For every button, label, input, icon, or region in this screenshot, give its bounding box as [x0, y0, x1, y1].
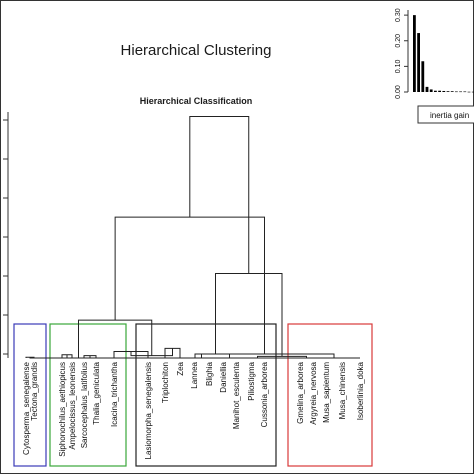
leaf-label: Tectona_grandis: [30, 362, 39, 421]
leaf-label: Sarcocephalus_latifolius: [80, 362, 89, 448]
cluster-box: [13, 323, 47, 467]
inset-bar: [429, 89, 433, 92]
left-axis-ticks: [3, 119, 8, 355]
cluster-box: [287, 323, 373, 467]
inset-bar: [442, 90, 446, 92]
leaf-label: Isoberlinia_doka: [356, 361, 365, 420]
leaf-label: Gmelina_arborea: [296, 361, 305, 423]
inset-bar: [434, 90, 437, 92]
leaf-label: Musa_sapientum: [322, 362, 331, 423]
inset-bar: [459, 91, 462, 93]
inset-bar: [450, 91, 454, 92]
chart-subtitle: Hierarchical Classification: [140, 96, 253, 106]
inset-tick-label: 0.30: [395, 8, 402, 22]
inset-bar: [463, 91, 467, 93]
leaf-label: Thalia_geniculata: [92, 361, 101, 424]
leaf-labels: Cytosperma_senegalense Tectona_grandis Sip…: [22, 361, 365, 459]
inset-bar: [425, 86, 429, 92]
inset-tick-label: 0.00: [395, 85, 402, 99]
leaf-label: Cussonia_arborea: [260, 361, 269, 427]
inset-bar: [438, 90, 441, 92]
inset-tick-label: 0.20: [395, 34, 402, 48]
inset-tick-label: 0.10: [395, 59, 402, 73]
cluster-box: [135, 323, 277, 467]
inset-bar: [417, 33, 420, 92]
leaf-label: Blighia: [205, 361, 214, 386]
leaf-label: Zea: [176, 361, 185, 375]
leaf-label: Lannea: [190, 361, 199, 388]
inset-legend-box: [417, 105, 474, 124]
inset-chart: 0.00 0.10 0.20 0.30 inertia gain: [395, 8, 474, 124]
inset-bar: [455, 91, 458, 93]
leaf-label: Manihot_esculenta: [232, 361, 241, 429]
leaf-label: Piliostigma: [247, 361, 256, 400]
inset-legend-text: inertia gain: [430, 111, 469, 120]
leaf-label: Cytosperma_senegalense: [22, 361, 31, 454]
inset-bar: [421, 61, 425, 92]
leaf-label: Ampelocissus_leonensis: [68, 362, 77, 450]
leaf-label: Daniellia: [219, 361, 228, 392]
chart-title: Hierarchical Clustering: [121, 42, 272, 59]
inset-bar: [446, 91, 450, 92]
leaf-label: Argyreia_nervosa: [309, 361, 318, 424]
leaf-label: Triplochiton: [161, 362, 170, 403]
leaf-label: Icacina_trichantha: [110, 361, 119, 426]
leaf-label: Siphonochilus_aethiopicus: [58, 362, 67, 457]
leaf-label: Musa_chinensis: [338, 362, 347, 419]
inset-ticks: 0.00 0.10 0.20 0.30: [395, 8, 408, 99]
inset-bar: [413, 15, 416, 92]
cluster-boxes: [13, 323, 373, 467]
cluster-box: [49, 323, 127, 467]
inset-bar: [471, 91, 474, 93]
inset-bars: [413, 15, 474, 93]
dendrogram-branch: [29, 357, 360, 359]
dendrogram-branch: [189, 116, 250, 274]
dendrogram-branches: [25, 116, 360, 359]
inset-bar: [467, 91, 471, 93]
leaf-label: Lasiomorpha_senegalensis: [144, 362, 153, 459]
